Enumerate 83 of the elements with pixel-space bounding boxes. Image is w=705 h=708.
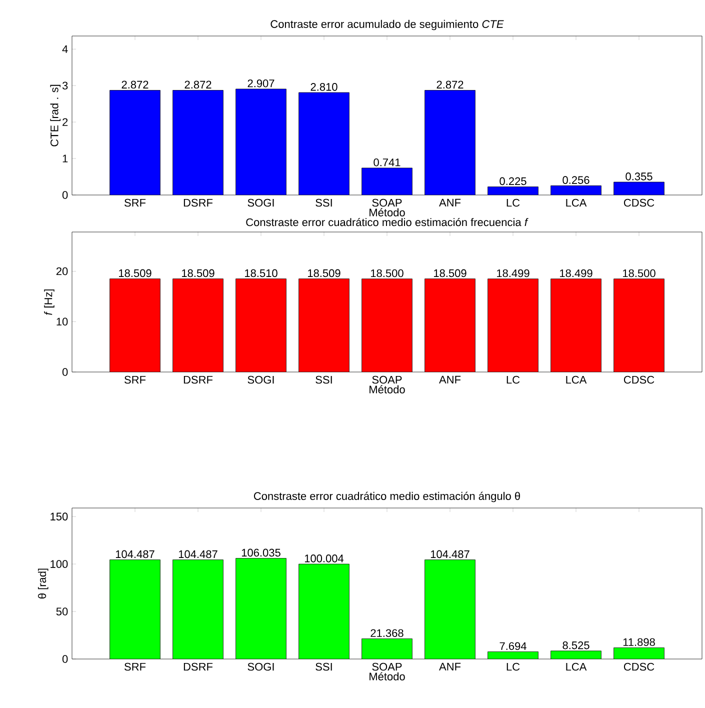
x-axis-title: Método <box>370 672 405 680</box>
x-tick-label: ANF <box>439 376 461 384</box>
x-tick-label: ANF <box>439 198 461 206</box>
y-axis-title: CTE [rad . s] <box>50 84 60 146</box>
x-tick-label: DSRF <box>184 198 213 207</box>
y-axis-title: θ [rad] <box>38 568 48 599</box>
data-label: 106.035 <box>242 548 280 557</box>
data-label: 18.500 <box>371 269 404 278</box>
y-tick-label: 0 <box>62 368 68 376</box>
x-tick-label: CDSC <box>624 198 654 207</box>
data-label: 18.509 <box>434 269 466 278</box>
x-tick-label: SOAP <box>372 376 402 384</box>
data-label: 2.907 <box>248 79 274 88</box>
data-label: 104.487 <box>430 550 470 558</box>
data-label: 0.355 <box>626 172 652 180</box>
y-tick-label: 2 <box>62 118 68 126</box>
y-tick-label: 1 <box>62 154 68 162</box>
bar <box>614 648 664 659</box>
bar <box>110 560 160 659</box>
bar <box>362 638 412 659</box>
x-axis-title: Método <box>370 208 405 216</box>
data-label: 0.256 <box>562 176 590 184</box>
data-label: 11.898 <box>623 638 655 646</box>
bar <box>424 560 476 659</box>
x-tick-label: ANF <box>439 662 461 670</box>
bar <box>298 564 350 659</box>
data-label: 18.509 <box>119 269 152 278</box>
y-tick-label: 100 <box>50 560 68 568</box>
x-tick-label: CDSC <box>624 376 654 384</box>
y-tick-label: 3 <box>62 82 68 90</box>
data-label: 8.525 <box>562 641 590 650</box>
y-tick-label: 150 <box>50 512 68 520</box>
y-tick-label: 20 <box>56 267 68 276</box>
data-label: 18.500 <box>623 269 656 278</box>
x-tick-label: LCA <box>566 198 587 207</box>
data-label: 104.487 <box>116 550 154 558</box>
data-label: 18.499 <box>560 269 592 278</box>
x-tick-label: SRF <box>124 198 146 207</box>
chart-title: Constraste error cuadrático medio estimación ángulo θ <box>254 492 520 502</box>
data-label: 21.368 <box>370 629 404 638</box>
x-tick-label: LC <box>506 376 520 384</box>
x-tick-label: SOGI <box>248 198 274 207</box>
x-tick-label: DSRF <box>184 662 213 671</box>
bar <box>172 560 224 659</box>
x-tick-label: SRF <box>124 376 146 384</box>
data-label: 18.509 <box>308 269 340 278</box>
x-tick-label: SSI <box>316 376 332 384</box>
y-tick-label: 0 <box>62 655 68 663</box>
data-label: 0.741 <box>374 158 400 166</box>
bar <box>550 650 602 659</box>
y-axis-title: f [Hz] <box>44 289 54 315</box>
data-label: 0.225 <box>500 177 526 186</box>
x-tick-label: LCA <box>566 376 587 384</box>
x-tick-label: LC <box>506 198 520 207</box>
x-tick-label: LCA <box>566 662 587 671</box>
data-label: 2.872 <box>184 80 212 89</box>
y-tick-label: 0 <box>62 191 68 199</box>
data-label: 2.872 <box>436 80 464 89</box>
x-tick-label: SOAP <box>372 198 402 207</box>
x-tick-label: LC <box>506 662 520 671</box>
data-label: 2.872 <box>122 80 148 89</box>
x-tick-label: SOGI <box>248 376 274 384</box>
x-tick-label: SSI <box>316 198 332 207</box>
data-label: 2.810 <box>310 83 338 91</box>
x-tick-label: SOGI <box>248 662 274 671</box>
x-axis-title: Método <box>370 385 405 394</box>
data-label: 100.004 <box>304 554 344 562</box>
y-tick-label: 4 <box>62 45 68 53</box>
data-label: 18.509 <box>182 269 214 278</box>
chart-title: Constraste error cuadrático medio estimación frecuencia f <box>246 218 528 226</box>
x-tick-label: CDSC <box>624 662 654 671</box>
data-label: 18.510 <box>245 269 278 278</box>
y-tick-label: 50 <box>56 608 68 616</box>
x-tick-label: DSRF <box>184 376 213 384</box>
x-tick-label: SOAP <box>372 662 402 671</box>
chart-title: Contraste error acumulado de seguimiento CTE <box>270 20 504 30</box>
data-label: 104.487 <box>178 550 218 558</box>
x-tick-label: SSI <box>316 662 332 671</box>
x-tick-label: SRF <box>124 662 146 671</box>
y-tick-label: 10 <box>56 318 68 326</box>
data-label: 18.499 <box>497 269 530 278</box>
data-label: 7.694 <box>500 642 526 650</box>
bar <box>236 558 286 659</box>
